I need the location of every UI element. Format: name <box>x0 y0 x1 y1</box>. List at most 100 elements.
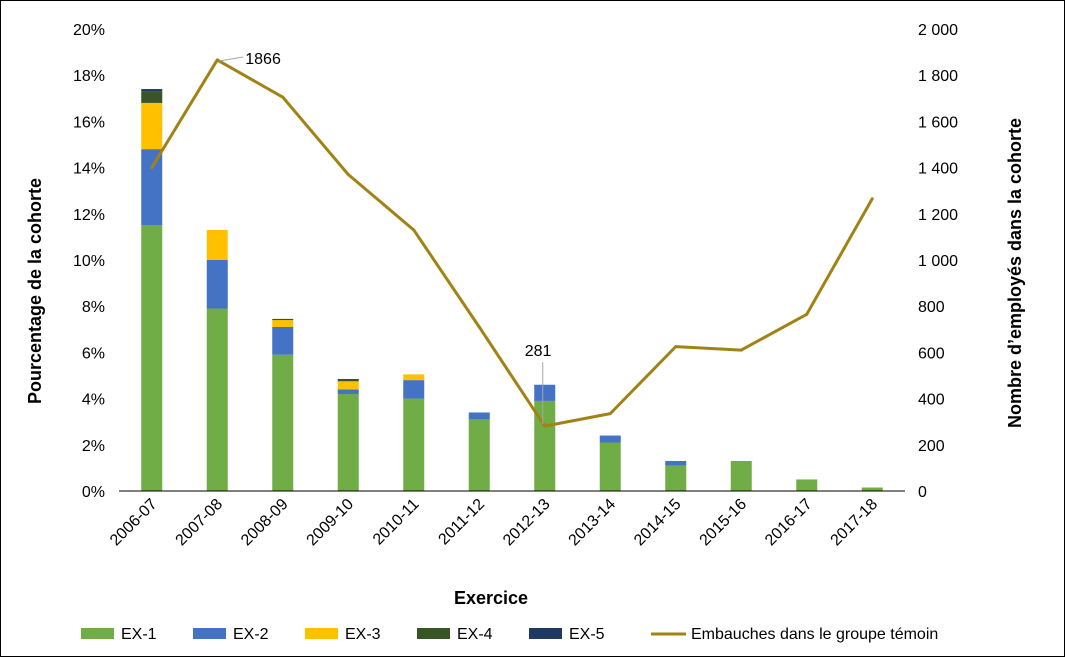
annotation-label: 281 <box>525 343 552 360</box>
y-tick-label: 18% <box>73 68 105 85</box>
y-tick-label: 20% <box>73 22 105 39</box>
x-tick-label: 2016-17 <box>762 496 816 550</box>
line-point-2015-16 <box>739 348 743 352</box>
line-embauches <box>150 58 874 428</box>
y2-tick-label: 0 <box>918 484 927 501</box>
bar-ex-4-2008-09 <box>272 318 294 321</box>
legend-label-ex-5: EX-5 <box>569 626 605 643</box>
legend-swatch-ex-3 <box>305 628 338 639</box>
y2-tick-label: 1 800 <box>918 68 958 85</box>
y2-tick-label: 200 <box>918 438 945 455</box>
y-tick-label: 14% <box>73 161 105 178</box>
bar-ex-2-2006-07 <box>141 149 163 226</box>
y-tick-label: 10% <box>73 253 105 270</box>
y2-tick-label: 800 <box>918 299 945 316</box>
bar-ex-2-2008-09 <box>272 326 294 355</box>
legend-swatch-ex-4 <box>417 628 450 639</box>
y2-tick-label: 1 600 <box>918 114 958 131</box>
line-point-2006-07 <box>150 166 154 170</box>
annotations-layer: 1866 281 <box>219 51 552 425</box>
line-point-2008-09 <box>281 95 285 99</box>
line-point-2016-17 <box>805 312 809 316</box>
bar-ex-2-2010-11 <box>403 380 425 399</box>
line-point-2009-10 <box>346 173 350 177</box>
annotation-label: 1866 <box>245 51 281 68</box>
x-tick-label: 2012-13 <box>500 496 554 550</box>
x-tick-label: 2013-14 <box>566 496 620 550</box>
bar-ex-5-2006-07 <box>141 89 163 92</box>
bar-ex-3-2007-08 <box>206 229 228 260</box>
line-layer <box>150 58 874 428</box>
bar-ex-1-2017-18 <box>861 487 883 491</box>
x-tick-label: 2014-15 <box>631 496 685 550</box>
y2-tick-label: 600 <box>918 345 945 362</box>
bar-ex-2-2009-10 <box>337 389 359 394</box>
x-tick-label: 2017-18 <box>828 496 882 550</box>
bar-ex-1-2011-12 <box>468 419 490 491</box>
y2-tick-label: 400 <box>918 392 945 409</box>
bar-ex-4-2009-10 <box>337 378 359 382</box>
x-tick-label: 2015-16 <box>697 496 751 550</box>
legend-label-ex-1: EX-1 <box>121 626 157 643</box>
bar-ex-1-2007-08 <box>206 308 228 491</box>
x-tick-label: 2011-12 <box>435 496 488 549</box>
x-axis-title: Exercice <box>454 588 528 608</box>
bar-ex-1-2006-07 <box>141 225 163 491</box>
bar-ex-1-2016-17 <box>796 479 818 491</box>
bar-ex-3-2009-10 <box>337 381 359 390</box>
bar-ex-2-2012-13 <box>534 384 556 401</box>
y2-axis-title: Nombre d’employés dans la cohorte <box>1005 118 1025 428</box>
bar-ex-2-2014-15 <box>665 460 687 466</box>
bar-ex-1-2009-10 <box>337 393 359 491</box>
legend-label-ex-2: EX-2 <box>233 626 269 643</box>
y2-tick-label: 1 200 <box>918 207 958 224</box>
bar-ex-1-2012-13 <box>534 400 556 491</box>
y-tick-label: 12% <box>73 207 105 224</box>
line-point-2007-08 <box>215 58 219 62</box>
y-axis-title: Pourcentage de la cohorte <box>25 178 45 404</box>
bar-ex-2-2011-12 <box>468 412 490 420</box>
y-tick-label: 2% <box>82 438 105 455</box>
y-tick-label: 0% <box>82 484 105 501</box>
legend-swatch-ex-1 <box>81 628 114 639</box>
y2-tick-label: 1 000 <box>918 253 958 270</box>
legend-label-ex-3: EX-3 <box>345 626 381 643</box>
y-tick-label: 4% <box>82 392 105 409</box>
legend-label-embauches: Embauches dans le groupe témoin <box>691 626 938 643</box>
axes-layer: 0% 2% 4% 6% 8% 10% 12% 14% 16% 18% 20% 0 200 400 600 80… <box>73 22 958 549</box>
bar-ex-2-2013-14 <box>599 435 621 443</box>
bar-ex-3-2010-11 <box>403 374 425 381</box>
bar-ex-4-2006-07 <box>141 91 163 103</box>
bars-layer <box>141 89 883 491</box>
y-tick-label: 16% <box>73 114 105 131</box>
y2-tick-label: 2 000 <box>918 22 958 39</box>
legend-label-ex-4: EX-4 <box>457 626 493 643</box>
bar-ex-2-2007-08 <box>206 260 228 309</box>
bar-ex-1-2010-11 <box>403 398 425 491</box>
line-point-2013-14 <box>608 412 612 416</box>
x-tick-label: 2007-08 <box>173 496 227 550</box>
line-point-2014-15 <box>674 345 678 349</box>
bar-ex-1-2014-15 <box>665 465 687 491</box>
bar-ex-1-2008-09 <box>272 354 294 491</box>
y2-tick-label: 1 400 <box>918 161 958 178</box>
x-tick-label: 2008-09 <box>238 496 292 550</box>
x-tick-label: 2010-11 <box>370 496 423 549</box>
legend-swatch-ex-5 <box>529 628 562 639</box>
line-point-2017-18 <box>870 197 874 201</box>
annotation-leader <box>219 56 244 62</box>
bar-ex-3-2008-09 <box>272 320 294 327</box>
y-tick-label: 8% <box>82 299 105 316</box>
bar-ex-1-2015-16 <box>730 460 752 491</box>
line-point-2010-11 <box>412 228 416 232</box>
legend: EX-1 EX-2 EX-3 EX-4 EX-5 Embauches dans le gr… <box>81 626 938 643</box>
x-tick-label: 2006-07 <box>107 496 161 550</box>
legend-swatch-ex-2 <box>193 628 226 639</box>
bar-ex-1-2013-14 <box>599 442 621 491</box>
y-tick-label: 6% <box>82 345 105 362</box>
line-point-2012-13 <box>543 424 547 428</box>
bar-ex-3-2006-07 <box>141 102 163 150</box>
line-point-2011-12 <box>477 325 481 329</box>
